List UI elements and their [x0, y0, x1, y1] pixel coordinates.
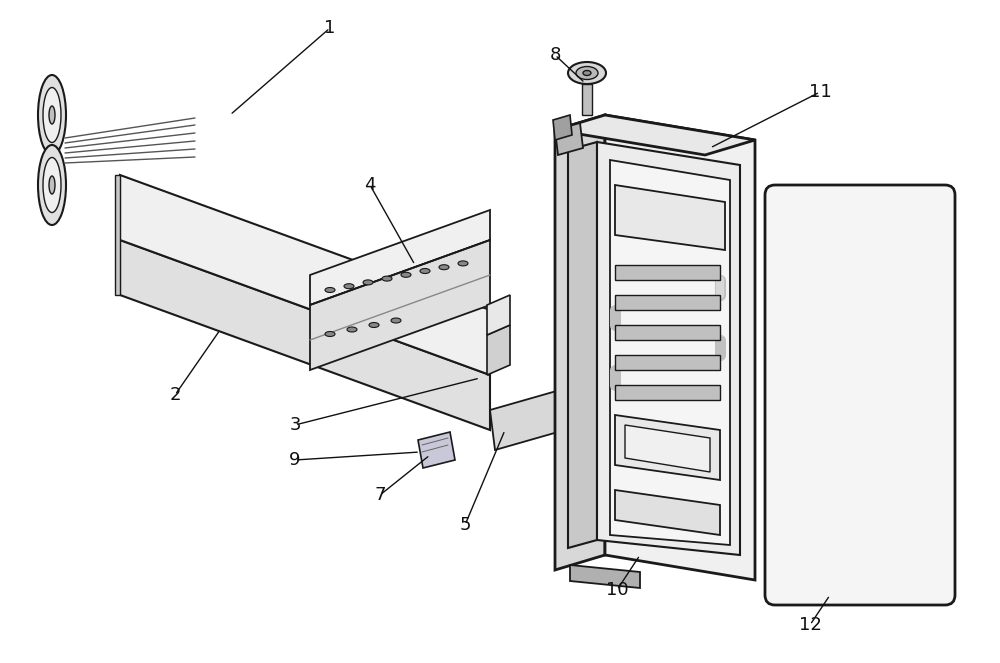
Polygon shape — [418, 432, 455, 468]
Polygon shape — [597, 142, 740, 555]
Ellipse shape — [325, 332, 335, 337]
Ellipse shape — [583, 70, 591, 76]
Polygon shape — [555, 115, 755, 155]
Ellipse shape — [49, 106, 55, 124]
Polygon shape — [555, 115, 605, 570]
Ellipse shape — [43, 88, 61, 143]
Text: 12: 12 — [799, 616, 821, 634]
Ellipse shape — [458, 261, 468, 266]
Polygon shape — [487, 325, 510, 375]
Polygon shape — [615, 265, 720, 280]
Ellipse shape — [38, 75, 66, 155]
Text: 5: 5 — [459, 516, 471, 534]
Polygon shape — [553, 115, 572, 140]
Polygon shape — [487, 295, 510, 335]
Text: 11: 11 — [809, 83, 831, 101]
Ellipse shape — [439, 265, 449, 270]
Text: 7: 7 — [374, 486, 386, 504]
Ellipse shape — [369, 322, 379, 328]
Ellipse shape — [344, 284, 354, 288]
FancyBboxPatch shape — [765, 185, 955, 605]
Ellipse shape — [38, 145, 66, 225]
Text: 1: 1 — [324, 19, 336, 37]
Ellipse shape — [382, 276, 392, 281]
Ellipse shape — [363, 280, 373, 285]
Polygon shape — [610, 160, 730, 545]
Ellipse shape — [391, 318, 401, 323]
Polygon shape — [615, 490, 720, 535]
Text: 9: 9 — [289, 451, 301, 469]
Polygon shape — [115, 175, 120, 295]
Text: 8: 8 — [549, 46, 561, 64]
Text: 10: 10 — [606, 581, 628, 599]
Text: 4: 4 — [364, 176, 376, 194]
Ellipse shape — [325, 288, 335, 292]
Ellipse shape — [401, 272, 411, 277]
Text: 3: 3 — [289, 416, 301, 434]
Polygon shape — [120, 175, 490, 375]
Polygon shape — [615, 325, 720, 340]
Polygon shape — [615, 385, 720, 400]
Ellipse shape — [420, 269, 430, 274]
Polygon shape — [605, 115, 755, 580]
Polygon shape — [555, 123, 583, 155]
Polygon shape — [490, 390, 565, 450]
Polygon shape — [615, 355, 720, 370]
Polygon shape — [582, 84, 592, 115]
Polygon shape — [615, 415, 720, 480]
Polygon shape — [615, 295, 720, 310]
Ellipse shape — [43, 158, 61, 213]
Ellipse shape — [568, 62, 606, 84]
Ellipse shape — [347, 327, 357, 332]
Polygon shape — [45, 130, 59, 170]
Polygon shape — [310, 240, 490, 370]
Polygon shape — [615, 185, 725, 250]
Polygon shape — [568, 142, 597, 548]
Text: 2: 2 — [169, 386, 181, 404]
Ellipse shape — [576, 66, 598, 80]
Polygon shape — [625, 425, 710, 472]
Polygon shape — [120, 240, 490, 430]
Ellipse shape — [49, 176, 55, 194]
Polygon shape — [570, 565, 640, 588]
Polygon shape — [310, 210, 490, 305]
